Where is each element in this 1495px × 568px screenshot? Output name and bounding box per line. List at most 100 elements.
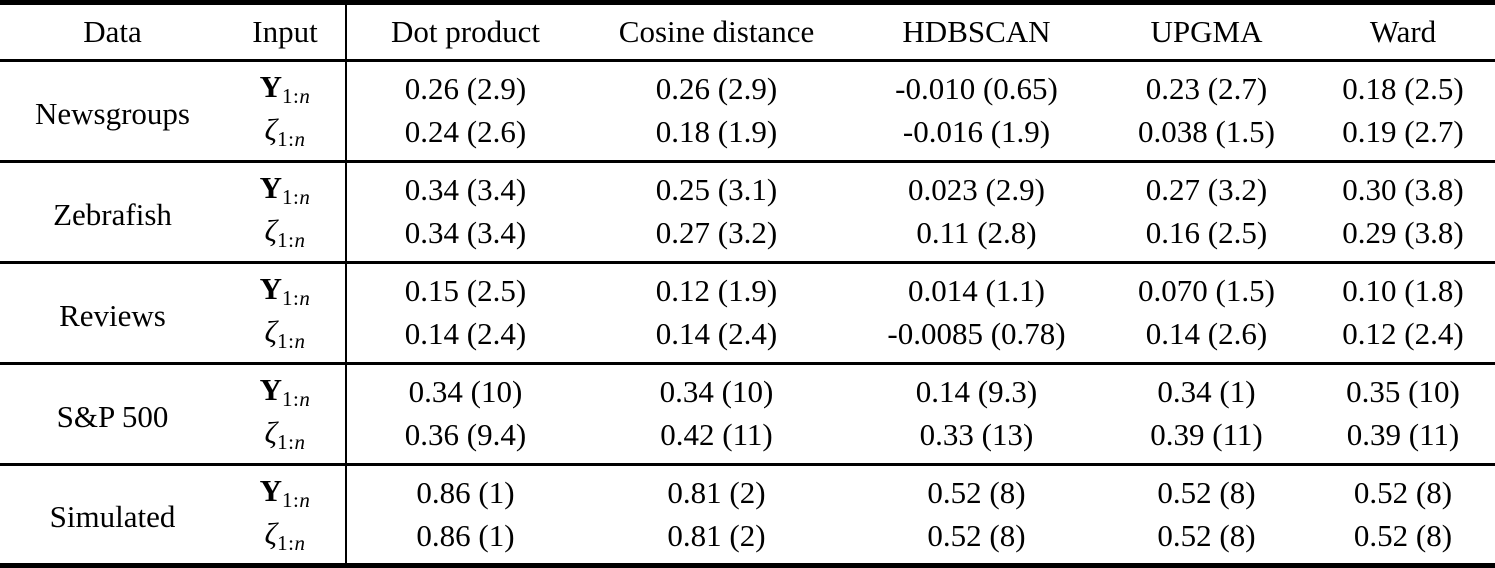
dataset-label: S&P 500 [0, 363, 225, 466]
cell-upgma: 0.14 (2.6) [1104, 312, 1309, 365]
input-symbol-subscript: 1:n [277, 530, 306, 555]
input-symbol: ζ1:n [225, 413, 346, 466]
input-symbol-base: ζ [264, 515, 278, 551]
cell-cosine-distance: 0.25 (3.1) [655, 172, 778, 208]
input-symbol-base: ζ [264, 314, 278, 350]
input-symbol: Y1:n [225, 262, 346, 312]
table-row: Reviews Y1:n 0.15 (2.5) 0.12 (1.9) 0.014 (1.… [0, 262, 1495, 365]
cell-hdbscan: 0.14 (9.3) [915, 374, 1038, 410]
cell-ward: 0.52 (8) [1309, 514, 1495, 568]
input-symbol: ζ1:n [225, 312, 346, 365]
cell-upgma: 0.16 (2.5) [1104, 211, 1309, 264]
cell-dot-product: 0.36 (9.4) [345, 413, 584, 466]
input-symbol-subscript: 1:n [277, 228, 306, 253]
input-symbol-subscript: 1:n [282, 84, 311, 109]
cell-dot-product: 0.26 (2.9) [345, 60, 584, 111]
col-header-upgma: UPGMA [1150, 14, 1263, 49]
cell-cosine-distance: 0.27 (3.2) [584, 211, 849, 264]
cell-cosine-distance: 0.81 (2) [667, 474, 766, 510]
cell-dot-product: 0.34 (3.4) [345, 161, 584, 212]
table-row: ζ1:n 0.34 (3.4) 0.27 (3.2) 0.11 (2.8) 0.16 (… [0, 211, 1495, 264]
table-row: Simulated Y1:n 0.86 (1) 0.81 (2) 0.52 (8) 0.5… [0, 464, 1495, 567]
input-symbol-subscript: 1:n [282, 185, 311, 210]
input-symbol-base: ζ [264, 213, 278, 249]
input-symbol-subscript: 1:n [277, 430, 306, 455]
cell-dot-product: 0.15 (2.5) [345, 262, 584, 313]
input-symbol-subscript: 1:n [282, 387, 311, 412]
cell-ward: 0.12 (2.4) [1309, 312, 1495, 365]
col-header-input: Input [252, 14, 318, 49]
cell-upgma: 0.34 (1) [1157, 374, 1256, 410]
table-row: ζ1:n 0.14 (2.4) 0.14 (2.4) -0.0085 (0.78) 0.… [0, 312, 1495, 365]
cell-upgma: 0.27 (3.2) [1145, 172, 1268, 208]
cell-cosine-distance: 0.26 (2.9) [655, 71, 778, 107]
cell-cosine-distance: 0.81 (2) [584, 514, 849, 568]
table-row: ζ1:n 0.36 (9.4) 0.42 (11) 0.33 (13) 0.39 (11… [0, 413, 1495, 466]
input-symbol-subscript: 1:n [277, 329, 306, 354]
input-symbol-base: ζ [264, 415, 278, 451]
input-symbol-base: Y [259, 472, 283, 508]
cell-dot-product: 0.34 (3.4) [345, 211, 584, 264]
cell-dot-product: 0.86 (1) [345, 514, 584, 568]
cell-dot-product: 0.14 (2.4) [345, 312, 584, 365]
cell-ward: 0.30 (3.8) [1342, 172, 1464, 208]
header-row: Data Input Dot product Cosine distance HDBSC… [0, 2, 1495, 61]
input-symbol: Y1:n [225, 464, 346, 514]
cell-hdbscan: -0.0085 (0.78) [849, 312, 1104, 365]
input-symbol-base: ζ [264, 112, 278, 148]
input-symbol-subscript: 1:n [282, 487, 311, 512]
cell-upgma: 0.52 (8) [1157, 474, 1256, 510]
input-symbol: Y1:n [225, 161, 346, 211]
input-symbol: ζ1:n [225, 110, 346, 163]
input-symbol-subscript: 1:n [277, 127, 306, 152]
cell-upgma: 0.070 (1.5) [1138, 273, 1275, 309]
col-header-ward: Ward [1369, 14, 1437, 49]
col-header-hdbscan: HDBSCAN [902, 14, 1051, 49]
cell-ward: 0.52 (8) [1353, 474, 1453, 510]
cell-hdbscan: 0.52 (8) [927, 474, 1026, 510]
cell-ward: 0.39 (11) [1309, 413, 1495, 466]
cell-upgma: 0.39 (11) [1104, 413, 1309, 466]
col-header-dot-product: Dot product [345, 2, 584, 61]
input-symbol: ζ1:n [225, 514, 346, 568]
cell-hdbscan: 0.52 (8) [849, 514, 1104, 568]
cell-cosine-distance: 0.42 (11) [584, 413, 849, 466]
dataset-label: Newsgroups [0, 60, 225, 163]
cell-upgma: 0.038 (1.5) [1104, 110, 1309, 163]
cell-hdbscan: 0.11 (2.8) [849, 211, 1104, 264]
input-symbol-base: Y [259, 170, 283, 206]
cell-ward: 0.19 (2.7) [1309, 110, 1495, 163]
cell-upgma: 0.52 (8) [1104, 514, 1309, 568]
cell-upgma: 0.23 (2.7) [1145, 71, 1268, 107]
table-row: Zebrafish Y1:n 0.34 (3.4) 0.25 (3.1) 0.023 (… [0, 161, 1495, 264]
table-body: Newsgroups Y1:n 0.26 (2.9) 0.26 (2.9) -0.010… [0, 60, 1495, 568]
cell-ward: 0.18 (2.5) [1342, 71, 1464, 107]
cell-ward: 0.35 (10) [1346, 374, 1460, 410]
cell-hdbscan: -0.010 (0.65) [895, 71, 1058, 107]
table-row: Newsgroups Y1:n 0.26 (2.9) 0.26 (2.9) -0.010… [0, 60, 1495, 163]
table-row: ζ1:n 0.24 (2.6) 0.18 (1.9) -0.016 (1.9) 0.03… [0, 110, 1495, 163]
cell-hdbscan: 0.33 (13) [849, 413, 1104, 466]
col-header-cosine-distance: Cosine distance [618, 14, 815, 49]
input-symbol: Y1:n [225, 363, 346, 413]
input-symbol-base: Y [259, 271, 283, 307]
cell-hdbscan: 0.014 (1.1) [908, 273, 1045, 309]
table-row: ζ1:n 0.86 (1) 0.81 (2) 0.52 (8) 0.52 (8) 0.52… [0, 514, 1495, 568]
input-symbol: ζ1:n [225, 211, 346, 264]
cell-cosine-distance: 0.12 (1.9) [655, 273, 778, 309]
input-symbol-base: Y [259, 69, 283, 105]
cell-dot-product: 0.34 (10) [345, 363, 584, 414]
cell-hdbscan: -0.016 (1.9) [849, 110, 1104, 163]
dataset-label: Simulated [0, 464, 225, 567]
dataset-label: Reviews [0, 262, 225, 365]
table-header: Data Input Dot product Cosine distance HDBSC… [0, 2, 1495, 61]
cell-cosine-distance: 0.34 (10) [659, 374, 774, 410]
cell-ward: 0.10 (1.8) [1342, 273, 1464, 309]
dataset-label: Zebrafish [0, 161, 225, 264]
cell-dot-product: 0.24 (2.6) [345, 110, 584, 163]
input-symbol-subscript: 1:n [282, 286, 311, 311]
col-header-data: Data [83, 14, 142, 49]
cell-hdbscan: 0.023 (2.9) [908, 172, 1045, 208]
